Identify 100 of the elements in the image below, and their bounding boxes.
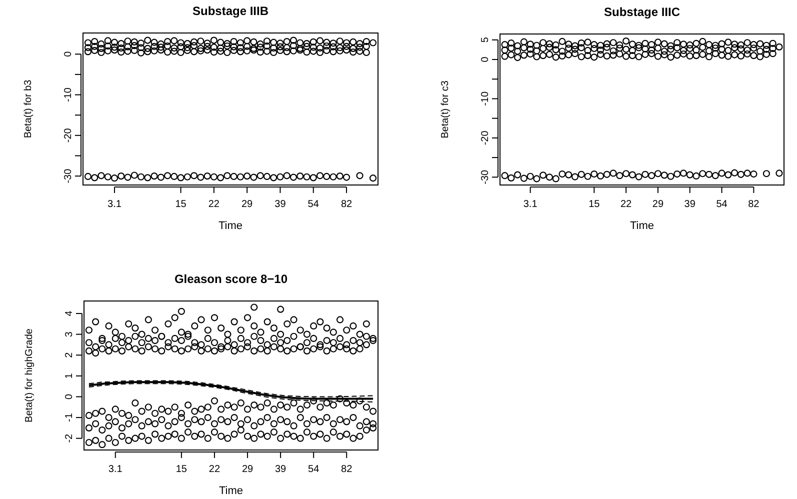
point [584,38,592,46]
point [284,336,291,344]
point [237,334,244,342]
point [356,40,364,48]
point [204,334,212,342]
point [144,316,152,324]
point [283,38,290,46]
point [654,170,662,178]
point [190,48,198,56]
point [343,399,350,407]
point [680,170,688,177]
point [323,38,330,46]
point [178,328,185,336]
point [224,42,231,50]
point [750,52,758,60]
point [198,430,205,438]
point [224,330,232,338]
point [330,43,337,50]
x-tick-label: 22 [208,199,220,210]
point [692,52,700,60]
point [316,44,324,52]
point [520,52,528,59]
point [635,173,642,180]
point [92,410,100,417]
point [362,404,370,411]
point [330,339,337,346]
point [171,404,178,411]
point [118,347,126,354]
point [92,318,100,326]
point [756,53,764,60]
point [270,324,278,332]
point [164,432,172,440]
point [250,332,258,340]
point [296,46,304,54]
point [124,38,132,45]
point [660,48,668,55]
point [224,172,231,180]
point [303,330,311,338]
point [667,46,674,53]
point [290,174,298,181]
point [151,326,159,334]
point [514,42,522,50]
point [552,41,560,49]
point [642,50,649,58]
point [680,46,688,54]
point [724,52,732,60]
point [277,416,284,424]
point [310,38,317,46]
point [776,43,783,50]
point [508,174,515,182]
point [296,44,304,52]
point [590,54,598,61]
point [237,345,244,352]
point [296,326,304,334]
point [164,172,172,180]
point [546,40,554,48]
point [237,399,244,407]
point [230,43,238,50]
point [323,324,330,332]
point [622,38,630,45]
point [362,48,370,56]
point [323,434,330,442]
point [104,37,112,44]
point [336,395,344,402]
point [263,172,271,180]
point [686,41,694,49]
point [310,416,318,424]
point [244,42,251,50]
point [296,172,304,180]
point [85,438,93,446]
x-tick-label: 15 [588,199,600,210]
point [198,341,205,348]
y-tick-label: -20 [63,128,74,143]
point [105,341,112,348]
point [277,330,284,338]
point [257,336,264,344]
y-tick-label: -10 [63,87,74,102]
point [178,434,185,442]
point [571,46,579,53]
point [256,40,264,48]
point [124,174,132,181]
point [137,173,145,180]
point [667,172,674,180]
point [284,320,291,328]
point [171,345,178,352]
y-tick-label: -30 [480,169,491,184]
point [270,428,278,436]
point [270,38,278,46]
point [310,174,317,182]
point [628,171,636,178]
point [501,41,508,48]
point [184,420,192,428]
point [750,170,758,178]
point [336,172,344,180]
point [362,42,370,50]
point [137,44,145,52]
point [635,53,642,60]
point [104,173,112,180]
point [91,174,98,182]
y-tick-label: 4 [64,310,75,316]
